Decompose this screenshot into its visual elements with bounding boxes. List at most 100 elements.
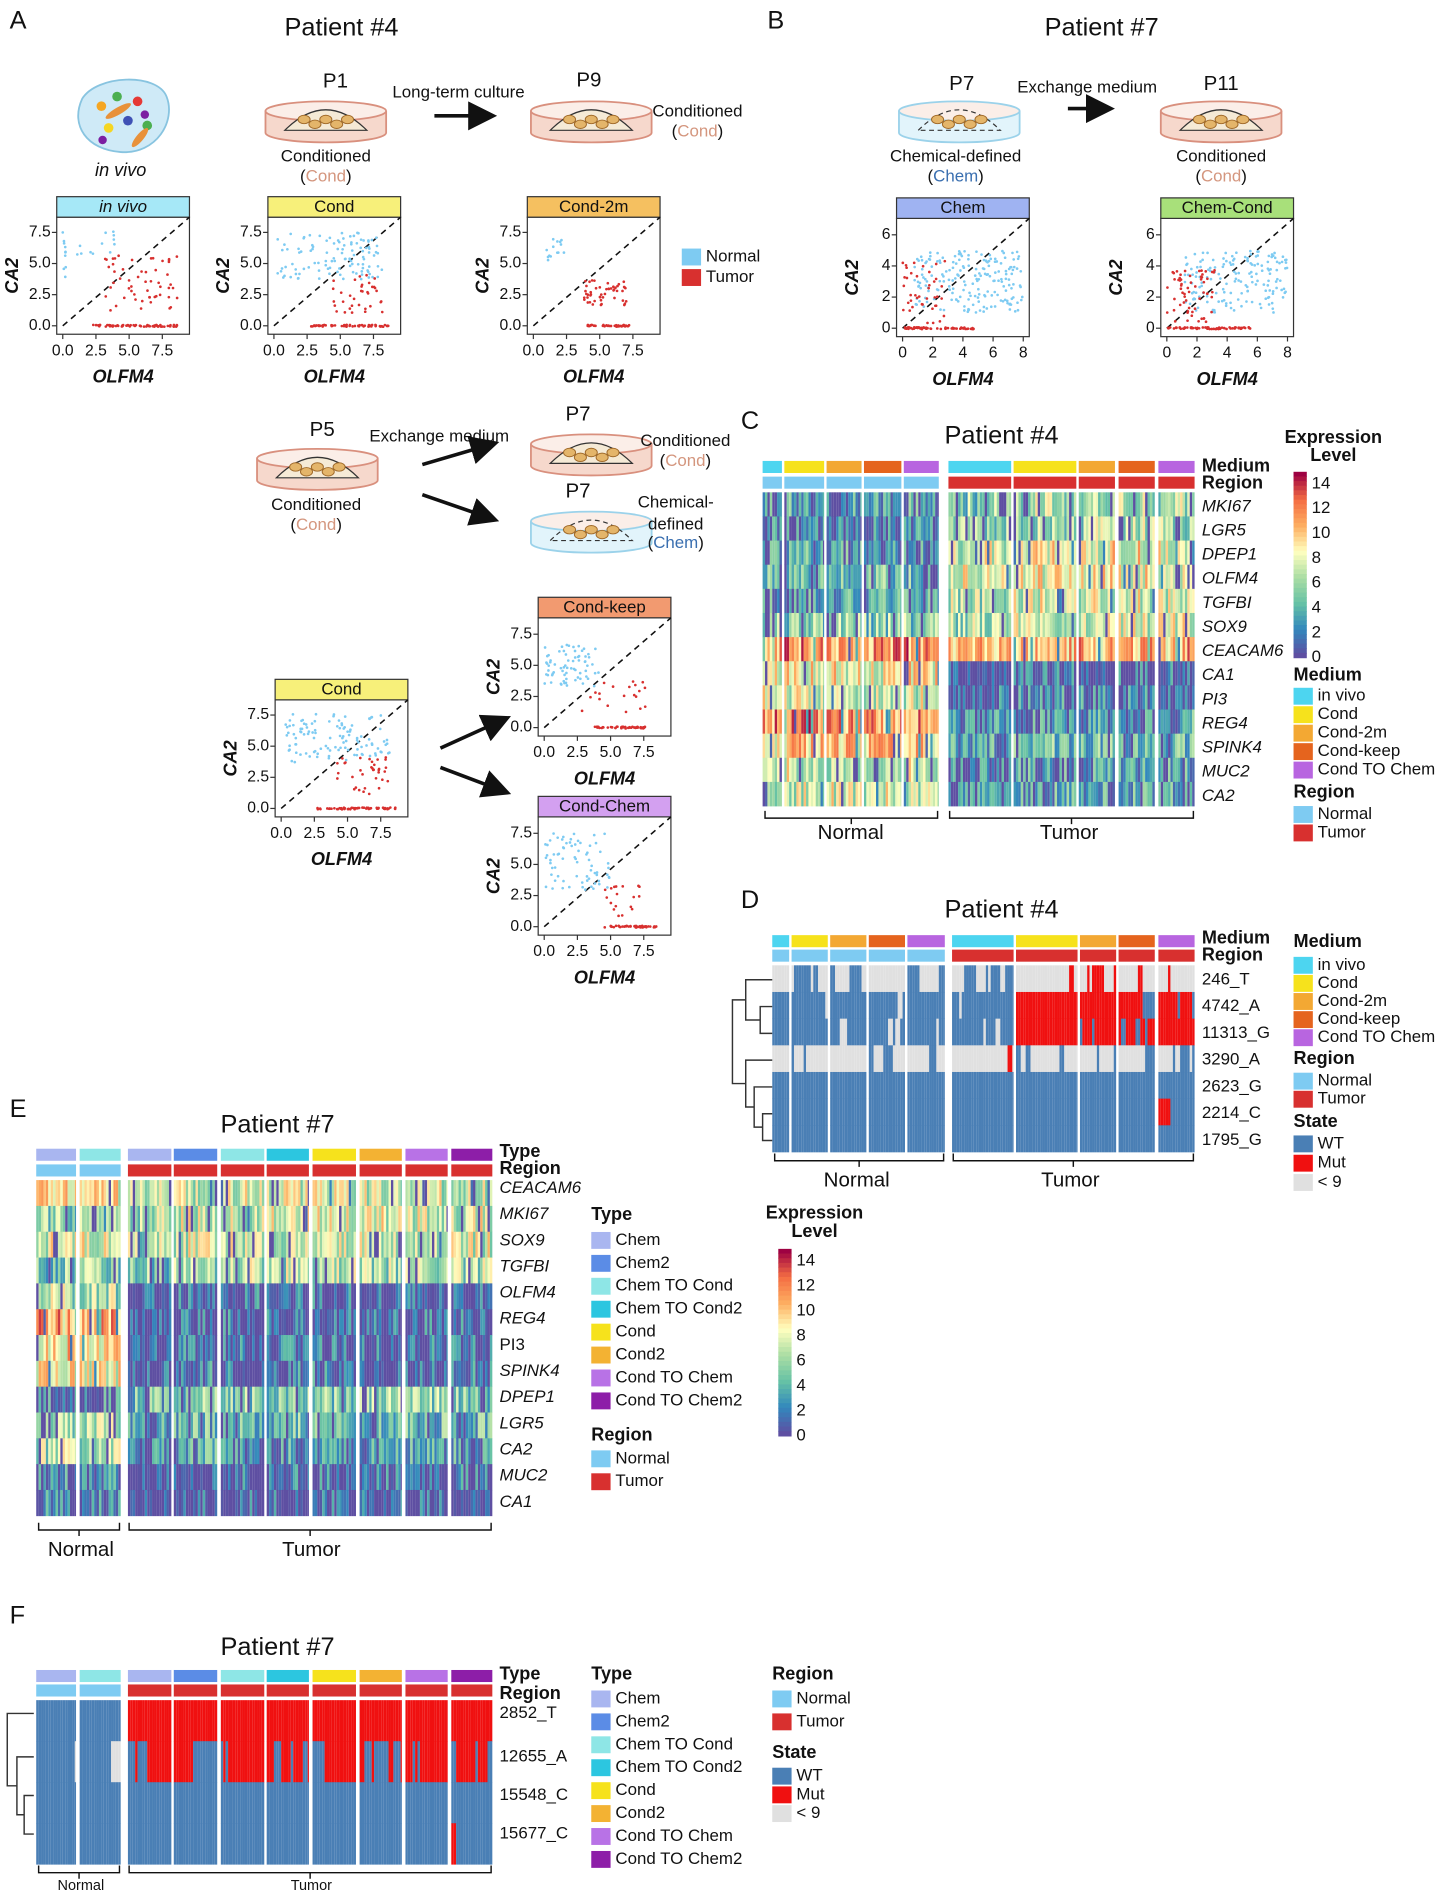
heat-cell [1042, 516, 1045, 541]
mutation-cell [1069, 991, 1072, 1020]
mutation-cell [956, 1018, 960, 1046]
mutation-cell [909, 1098, 913, 1126]
heat-cell [967, 781, 971, 807]
point [915, 296, 919, 300]
colorbar-label: 8 [1312, 548, 1321, 567]
heat-cell [1028, 685, 1031, 710]
heat-cell [903, 564, 907, 590]
point [307, 730, 311, 733]
mutation-cell [983, 991, 986, 1020]
point [1224, 251, 1228, 255]
heat-cell [779, 685, 782, 710]
heat-cell [863, 540, 867, 566]
y-tick-label: 2.5 [510, 688, 532, 705]
mutation-cell [995, 991, 998, 1020]
heat-cell [972, 637, 975, 662]
heat-cell [848, 612, 851, 638]
dish-medium-part: ) [706, 452, 712, 471]
mutation-cell [883, 991, 886, 1020]
point [1200, 284, 1204, 288]
point [918, 281, 922, 285]
heat-cell [1020, 564, 1024, 590]
point [322, 323, 325, 327]
point [955, 327, 958, 330]
heat-cell [1003, 733, 1007, 759]
point [353, 753, 356, 757]
heat-cell [866, 757, 869, 783]
heat-cell [855, 612, 858, 638]
point [350, 311, 354, 314]
mutation-cell [1002, 1125, 1006, 1153]
heat-cell [908, 516, 912, 541]
point [340, 722, 344, 725]
point [642, 726, 646, 730]
point [583, 888, 587, 891]
heat-cell [796, 709, 799, 734]
heat-cell [1137, 685, 1141, 710]
point [1205, 294, 1209, 298]
heat-cell [1128, 709, 1131, 734]
heat-cell [762, 733, 766, 759]
mutation-cell [1108, 965, 1112, 993]
point [363, 786, 367, 790]
point [624, 726, 627, 729]
mutation-cell [835, 965, 838, 993]
point [545, 854, 549, 857]
point [973, 294, 977, 298]
heat-cell [1054, 516, 1058, 541]
dish-name: P7 [565, 403, 590, 426]
heat-cell [920, 564, 924, 590]
point [338, 273, 342, 277]
cell [606, 114, 620, 125]
heat-cell [1105, 781, 1108, 807]
heat-cell [989, 661, 992, 686]
heat-cell [960, 564, 963, 590]
heat-cell [1030, 540, 1033, 566]
mutation-cell [902, 1018, 905, 1046]
point [114, 324, 118, 328]
heat-cell [996, 516, 1000, 541]
heat-cell [769, 661, 773, 686]
mutation-cell [803, 1071, 807, 1100]
heat-cell [1020, 516, 1024, 541]
point [370, 743, 374, 747]
heat-cell [833, 685, 837, 710]
heat-cell [1172, 661, 1176, 686]
mutation-cell [929, 1018, 932, 1046]
point [963, 305, 966, 308]
arrow-label: Exchange medium [369, 426, 509, 445]
point [605, 896, 609, 899]
heat-cell [1123, 661, 1126, 686]
point [305, 726, 309, 729]
point [346, 748, 350, 752]
heat-cell [1049, 733, 1053, 759]
point [947, 278, 951, 282]
heat-cell [828, 781, 832, 807]
heat-cell [789, 637, 792, 662]
point [1019, 298, 1023, 302]
heat-cell [1081, 516, 1084, 541]
heat-cell [779, 564, 782, 590]
heat-cell [1042, 757, 1045, 783]
heat-cell [962, 709, 966, 734]
mutation-cell [990, 1125, 994, 1153]
heat-cell [923, 564, 926, 590]
heat-cell [810, 709, 814, 734]
heat-cell [897, 612, 901, 638]
point [904, 263, 908, 267]
mutation-cell [933, 1018, 937, 1046]
mutation-cell [936, 1125, 939, 1153]
point [593, 882, 597, 885]
heat-cell [878, 492, 881, 517]
mutation-cell [815, 965, 819, 993]
heat-cell [841, 733, 844, 759]
mutation-cell [943, 1018, 945, 1046]
mutation-cell [966, 1045, 969, 1073]
heat-cell [793, 733, 797, 759]
heat-cell [1189, 757, 1193, 783]
heat-cell [1032, 516, 1036, 541]
point [917, 295, 921, 298]
mutation-cell [907, 1071, 910, 1100]
annotation-cell [1158, 460, 1195, 473]
mutation-cell [1018, 1125, 1021, 1153]
